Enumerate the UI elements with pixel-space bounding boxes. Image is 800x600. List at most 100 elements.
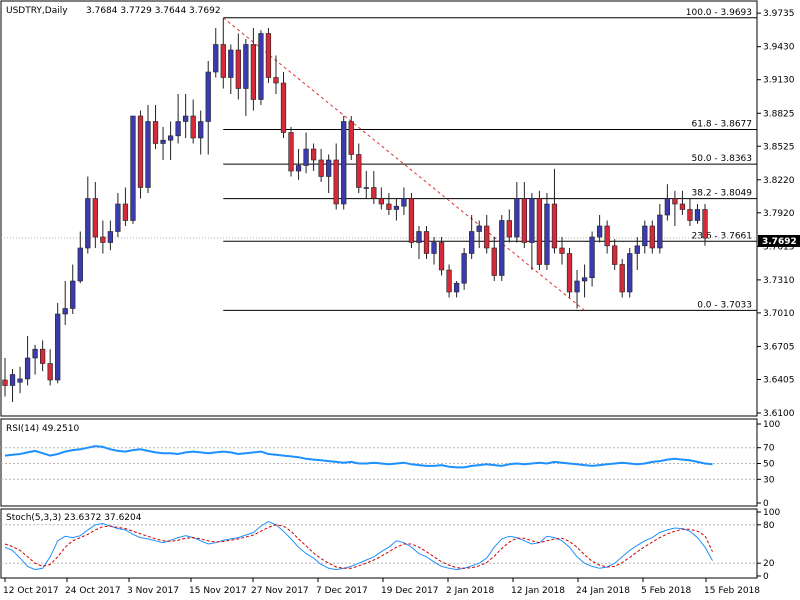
candle-46	[348, 116, 354, 160]
candle-38	[288, 127, 294, 177]
price-tick-label-9: 3.7010	[763, 309, 795, 319]
candle-21	[160, 127, 166, 160]
candle-50	[378, 187, 384, 210]
candle-63	[476, 220, 482, 248]
candle-54	[408, 193, 415, 248]
candle-43	[326, 154, 332, 193]
fib-label-3: 38.2 - 3.8049	[692, 189, 753, 199]
candle-64	[484, 215, 490, 254]
candle-93	[702, 204, 708, 246]
rsi-tick-label-4: 0	[763, 499, 769, 509]
candle-11	[85, 176, 91, 254]
candle-14	[107, 220, 114, 251]
date-tick-label-1: 24 Oct 2017	[65, 586, 121, 596]
candle-84	[634, 237, 640, 270]
candle-76	[574, 270, 580, 309]
stoch-label: Stoch(5,3,3) 23.6372 37.6204	[6, 513, 142, 523]
candle-57	[431, 237, 437, 265]
candle-67	[506, 209, 512, 243]
fib-label-0: 100.0 - 3.9693	[686, 8, 752, 18]
candle-9	[70, 264, 76, 314]
candle-60	[453, 281, 460, 298]
candle-0	[2, 358, 8, 397]
candle-70	[529, 193, 535, 270]
date-tick-label-8: 12 Jan 2018	[511, 586, 565, 596]
date-tick-label-5: 7 Dec 2017	[316, 586, 368, 596]
date-tick-label-2: 3 Nov 2017	[127, 586, 179, 596]
candle-29	[220, 18, 226, 89]
rsi-series-0	[4, 445, 713, 469]
candle-1	[9, 369, 16, 402]
candle-22	[167, 121, 174, 160]
candle-55	[416, 226, 422, 259]
candle-82	[619, 259, 625, 298]
ohlc-label: 3.7684 3.7729 3.7644 3.7692	[86, 6, 221, 16]
candle-23	[175, 94, 181, 144]
candle-51	[386, 193, 392, 215]
rsi-tick-label-2: 50	[763, 460, 775, 470]
date-tick-label-4: 27 Nov 2017	[251, 586, 309, 596]
price-layer: 100.0 - 3.9693 61.8 - 3.8677 50.0 - 3.8363…	[1, 8, 757, 402]
candle-69	[521, 182, 527, 248]
candle-2	[17, 366, 23, 394]
candle-34	[258, 30, 264, 105]
rsi-tick-label-3: 30	[763, 475, 775, 485]
candle-73	[551, 168, 558, 254]
candle-91	[687, 198, 693, 226]
price-tick-label-3: 3.8825	[763, 109, 795, 119]
candle-6	[47, 349, 53, 386]
candle-59	[446, 264, 452, 298]
candle-36	[273, 55, 279, 94]
candle-65	[491, 237, 497, 281]
date-tick-label-0: 12 Oct 2017	[3, 586, 59, 596]
stoch-panel-frame	[0, 508, 758, 579]
candle-25	[190, 99, 196, 144]
fib-label-1: 61.8 - 3.8677	[692, 120, 753, 130]
candle-80	[604, 220, 610, 254]
candle-3	[24, 336, 31, 386]
date-tick-label-10: 5 Feb 2018	[641, 586, 692, 596]
candle-44	[333, 143, 339, 210]
candle-92	[694, 204, 701, 224]
candle-75	[566, 248, 573, 298]
candle-71	[536, 190, 543, 270]
candle-79	[596, 215, 603, 243]
price-tick-label-11: 3.6405	[763, 375, 795, 385]
candle-42	[318, 149, 324, 182]
fib-label-4: 23.6 - 3.7661	[692, 231, 753, 241]
candle-81	[612, 239, 618, 270]
candle-90	[679, 190, 686, 215]
candle-77	[581, 264, 588, 298]
candle-78	[589, 231, 595, 287]
candle-30	[228, 44, 234, 94]
date-tick-label-3: 15 Nov 2017	[189, 586, 247, 596]
price-tick-label-12: 3.6100	[763, 409, 795, 419]
rsi-layer	[1, 445, 757, 480]
candle-40	[303, 132, 309, 174]
candle-66	[499, 215, 505, 281]
candle-26	[198, 110, 204, 155]
candle-16	[122, 187, 129, 226]
candle-48	[363, 171, 369, 199]
candle-37	[280, 72, 287, 138]
rsi-tick-label-1: 70	[763, 444, 775, 454]
candle-19	[145, 105, 151, 193]
date-tick-label-7: 2 Jan 2018	[446, 586, 494, 596]
candle-87	[657, 204, 663, 254]
price-tick-label-5: 3.8220	[763, 176, 795, 186]
candle-8	[62, 281, 68, 325]
candle-20	[152, 105, 159, 149]
date-tick-label-6: 19 Dec 2017	[381, 586, 439, 596]
candle-85	[642, 220, 648, 254]
candle-17	[130, 115, 136, 224]
stoch-tick-label-2: 20	[763, 559, 775, 569]
candle-31	[235, 33, 241, 100]
candle-86	[649, 220, 655, 254]
stoch-series-0	[4, 521, 713, 571]
price-panel-frame	[0, 0, 758, 417]
candle-53	[401, 187, 407, 215]
fib-label-5: 0.0 - 3.7033	[697, 300, 752, 310]
candle-5	[40, 340, 46, 372]
candle-39	[295, 149, 302, 180]
